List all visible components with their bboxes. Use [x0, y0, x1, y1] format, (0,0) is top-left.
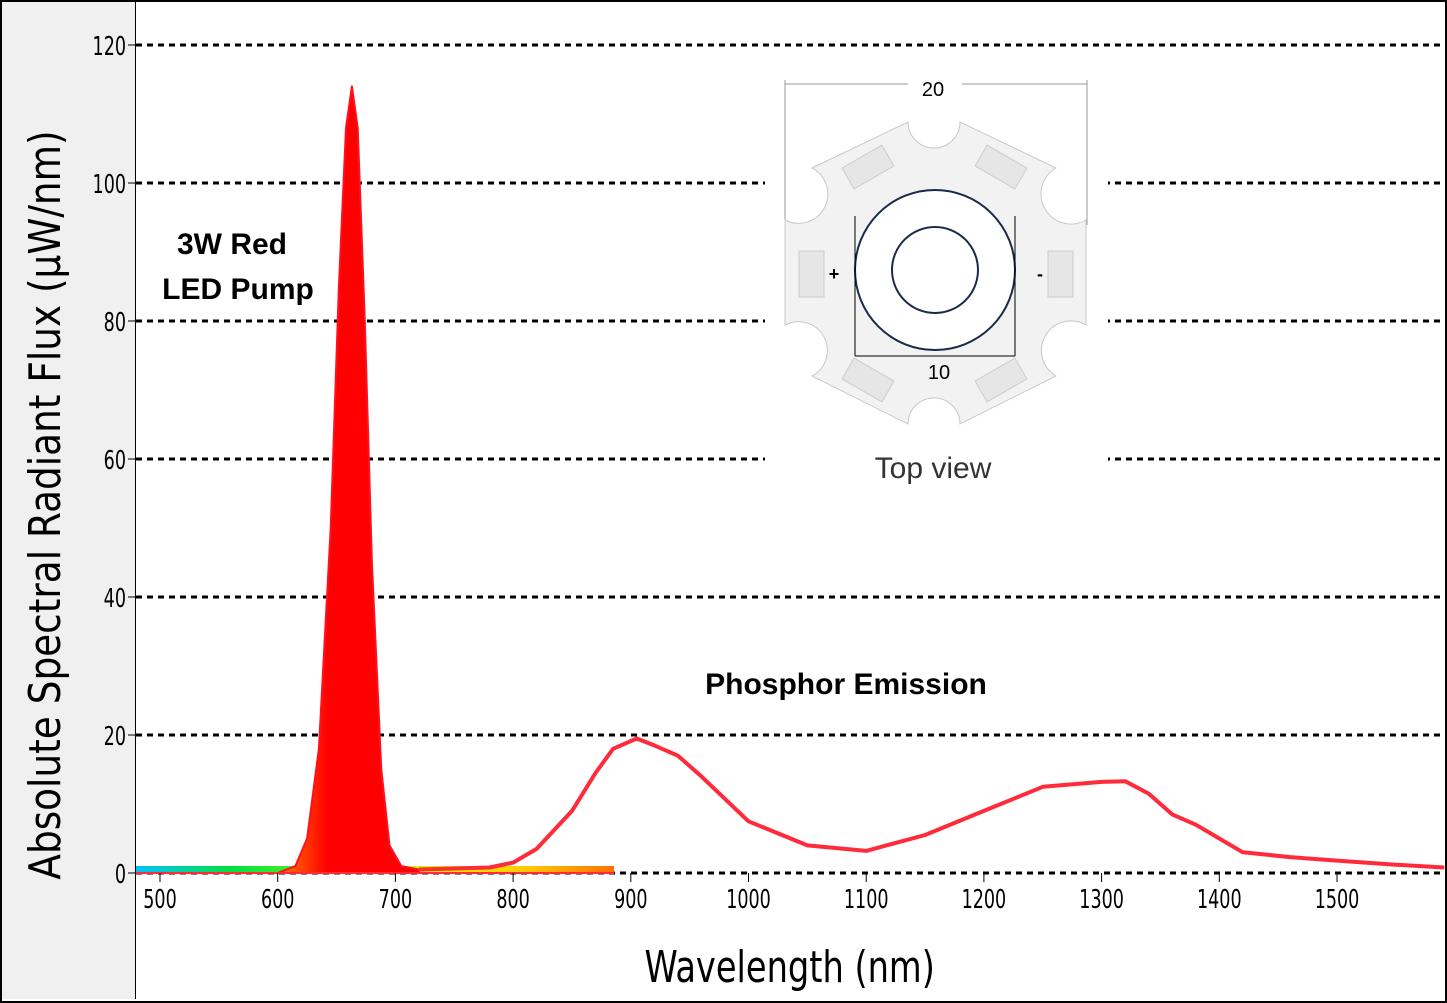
data-point	[536, 848, 538, 850]
x-tick-label: 500	[143, 885, 176, 914]
inset-caption: Top view	[875, 452, 992, 485]
data-point	[294, 865, 296, 867]
x-tick-label: 1300	[1079, 885, 1124, 914]
data-point	[1148, 793, 1150, 795]
data-point	[571, 810, 573, 812]
data-point	[371, 562, 373, 563]
data-point	[594, 772, 596, 774]
annotation-phosphor: Phosphor Emission	[705, 668, 987, 701]
data-point	[1195, 824, 1197, 826]
data-point	[364, 320, 366, 322]
x-tick-label: 1500	[1315, 885, 1360, 914]
y-tick-label: 80	[104, 308, 126, 337]
annotation-pump-line1: 3W Red	[177, 228, 287, 261]
data-point	[700, 775, 702, 777]
data-point	[489, 866, 491, 868]
y-tick-label: 0	[115, 860, 126, 889]
y-tick-label: 120	[93, 32, 126, 61]
data-point	[306, 838, 308, 839]
data-point	[1289, 856, 1291, 858]
data-point	[653, 744, 655, 746]
data-point	[636, 737, 638, 739]
data-point	[983, 810, 985, 812]
data-point	[748, 820, 749, 822]
x-axis-label: Wavelength (nm)	[644, 941, 934, 993]
x-tick-label: 800	[496, 885, 529, 914]
annotation-pump-line2: LED Pump	[162, 273, 314, 306]
phosphor-emission-line	[418, 736, 1445, 872]
data-point	[612, 748, 614, 750]
data-point	[400, 865, 402, 867]
data-point	[1171, 813, 1173, 815]
y-tick-label: 40	[104, 584, 126, 613]
data-point	[351, 85, 353, 87]
y-tick-label: 20	[104, 722, 126, 751]
data-point	[418, 869, 420, 871]
x-tick-label: 700	[379, 885, 412, 914]
data-point	[345, 127, 347, 129]
y-tick-label: 60	[104, 446, 126, 475]
dim-outer: 20	[922, 79, 944, 101]
data-point	[330, 527, 332, 529]
data-point	[806, 844, 808, 846]
x-tick-label: 1400	[1197, 885, 1242, 914]
led-top-view-inset: 20 10 + - Top view	[765, 60, 1108, 490]
dim-inner: 10	[928, 362, 950, 384]
data-point	[1443, 866, 1445, 868]
y-axis-label: Absolute Spectral Radiant Flux (μW/nm)	[19, 130, 71, 879]
data-point	[677, 755, 679, 757]
x-tick-label: 1100	[844, 885, 889, 914]
data-point	[1242, 851, 1244, 853]
data-point	[1336, 860, 1338, 862]
x-tick-label: 900	[614, 885, 647, 914]
data-point	[318, 748, 320, 750]
data-point	[357, 127, 359, 129]
data-point	[1042, 786, 1044, 788]
y-axis-panel	[2, 2, 136, 999]
minus-marker: -	[1037, 264, 1043, 284]
data-point	[865, 850, 867, 852]
data-point	[1101, 781, 1103, 783]
plus-marker: +	[829, 264, 840, 284]
data-point	[1124, 780, 1126, 782]
data-point	[1395, 864, 1397, 866]
data-point	[389, 844, 391, 846]
x-tick-label: 600	[261, 885, 294, 914]
data-point	[924, 834, 926, 836]
y-tick-label: 100	[93, 170, 126, 199]
pump-peak-area	[276, 85, 420, 874]
x-tick-label: 1200	[962, 885, 1007, 914]
data-point	[1218, 838, 1220, 839]
x-tick-label: 1000	[726, 885, 771, 914]
data-point	[512, 862, 514, 864]
data-point	[338, 286, 340, 287]
data-point	[380, 769, 382, 770]
